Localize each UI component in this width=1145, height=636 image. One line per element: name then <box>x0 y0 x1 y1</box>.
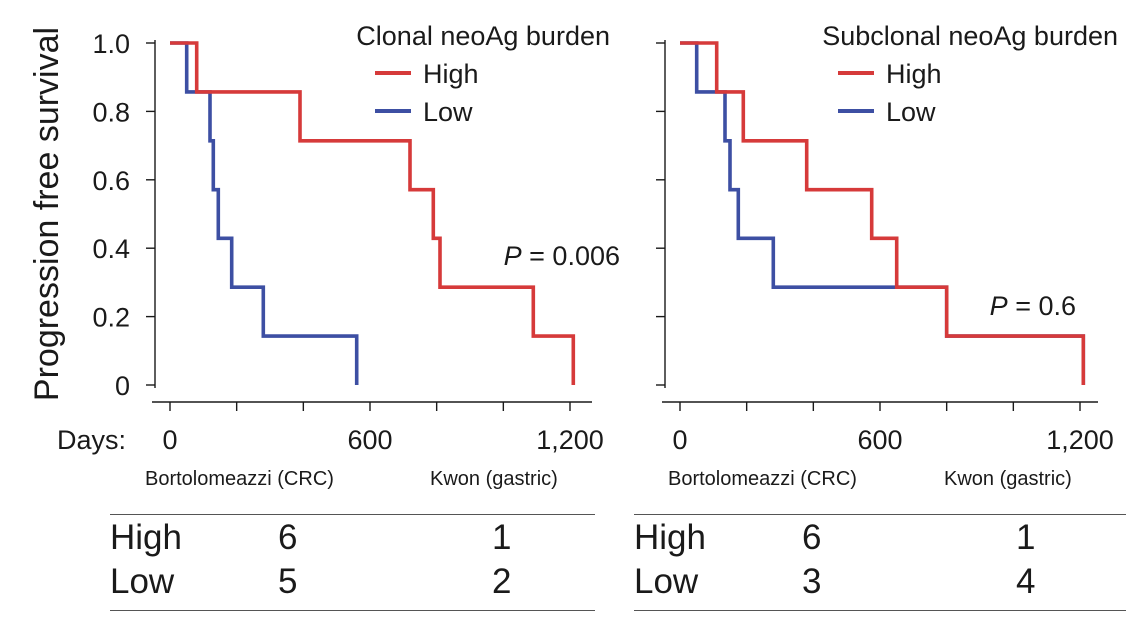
risk-row-label-low: Low <box>110 562 175 601</box>
risk-count-low-crc: 5 <box>278 562 298 601</box>
p-symbol: P <box>990 291 1008 321</box>
survival-curve-high <box>170 41 576 385</box>
p-value: = 0.006 <box>522 241 620 271</box>
risk-count-low-gastric: 4 <box>1016 562 1036 601</box>
y-axis-title: Progression free survival <box>28 27 66 401</box>
risk-row-label-high: High <box>634 518 706 557</box>
risk-count-high-gastric: 1 <box>1016 518 1036 557</box>
table-bottom-rule <box>110 610 595 611</box>
risk-row-label-high: High <box>110 518 182 557</box>
y-tick-label: 0 <box>115 371 130 401</box>
risk-table: High 6 1 Low 5 2 <box>110 514 595 614</box>
y-tick-label: 0.4 <box>92 234 130 264</box>
risk-row-label-low: Low <box>634 562 699 601</box>
y-tick-label: 0.6 <box>92 166 130 196</box>
chart-title: Clonal neoAg burden <box>356 21 610 51</box>
y-tick-label: 1.0 <box>92 29 130 59</box>
cohort-label-gastric: Kwon (gastric) <box>944 468 1072 490</box>
table-top-rule <box>110 514 595 515</box>
risk-count-high-crc: 6 <box>802 518 822 557</box>
legend-label-high: High <box>886 59 942 89</box>
x-tick-label: 0 <box>162 425 177 455</box>
table-bottom-rule <box>634 610 1126 611</box>
x-tick-label: 1,200 <box>1046 425 1114 455</box>
risk-count-high-crc: 6 <box>278 518 298 557</box>
risk-count-high-gastric: 1 <box>492 518 512 557</box>
cohort-label-crc: Bortolomeazzi (CRC) <box>668 468 857 490</box>
legend-label-low: Low <box>886 97 936 127</box>
y-tick-label: 0.2 <box>92 303 130 333</box>
risk-table: High 6 1 Low 3 4 <box>634 514 1126 614</box>
cohort-label-crc: Bortolomeazzi (CRC) <box>145 468 334 490</box>
table-top-rule <box>634 514 1126 515</box>
p-value-annotation: P = 0.6 <box>990 291 1076 321</box>
x-tick-label: 1,200 <box>536 425 604 455</box>
x-tick-label: 600 <box>347 425 392 455</box>
cohort-label-gastric: Kwon (gastric) <box>430 468 558 490</box>
y-tick-label: 0.8 <box>92 97 130 127</box>
x-tick-label: 600 <box>857 425 902 455</box>
legend-label-high: High <box>423 59 479 89</box>
survival-curve-high <box>680 41 1086 385</box>
survival-curve-low <box>170 41 359 385</box>
risk-count-low-gastric: 2 <box>492 562 512 601</box>
p-value: = 0.6 <box>1008 291 1076 321</box>
x-tick-label: 0 <box>672 425 687 455</box>
days-label: Days: <box>57 425 126 455</box>
risk-count-low-crc: 3 <box>802 562 822 601</box>
legend-label-low: Low <box>423 97 473 127</box>
p-symbol: P <box>504 241 522 271</box>
chart-title: Subclonal neoAg burden <box>822 21 1118 51</box>
survival-curve-low <box>680 41 1086 385</box>
p-value-annotation: P = 0.006 <box>504 241 620 271</box>
